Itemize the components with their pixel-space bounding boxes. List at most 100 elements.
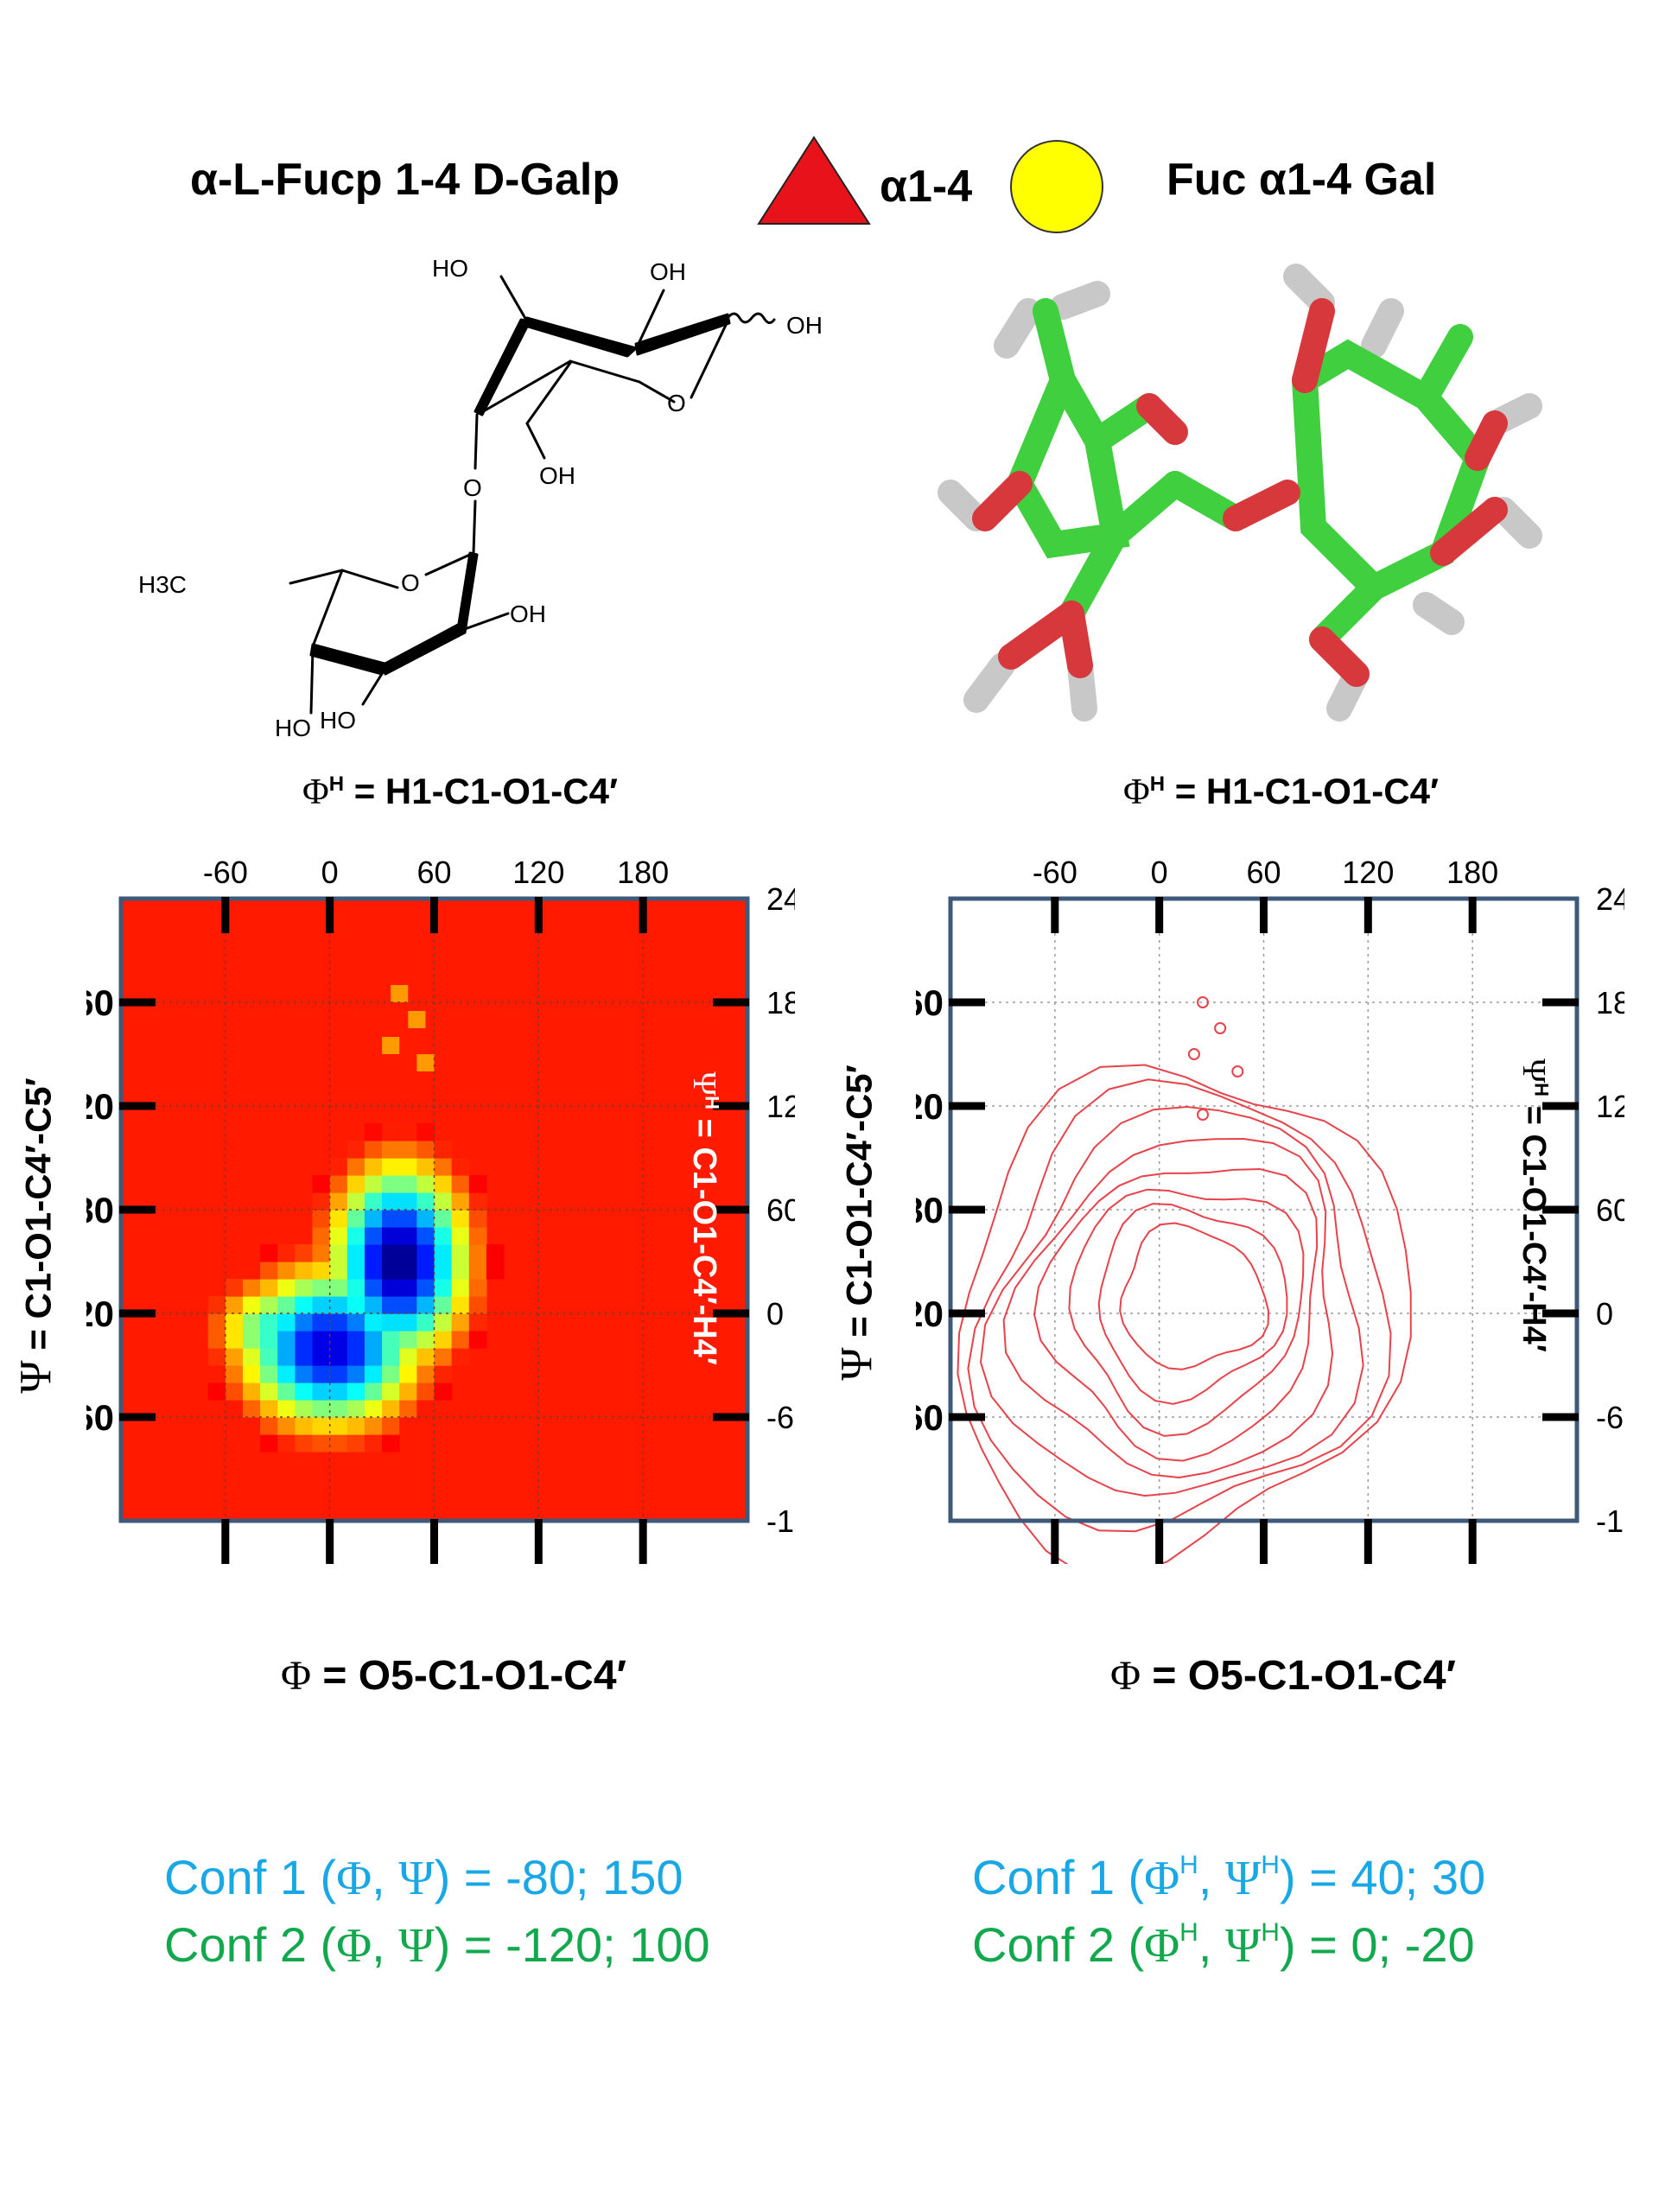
heatmap-cell bbox=[260, 1434, 278, 1452]
heatmap-cell bbox=[260, 1400, 278, 1418]
heatmap-cell bbox=[451, 1348, 470, 1366]
heatmap-cell bbox=[416, 1158, 435, 1176]
heatmap-cell bbox=[329, 1210, 348, 1228]
heatmap-cell bbox=[277, 1348, 296, 1366]
heatmap-cell bbox=[399, 1382, 417, 1401]
heatmap-cell bbox=[242, 1331, 261, 1349]
gal-ring-bold-bond-2 bbox=[634, 313, 731, 356]
contour-line bbox=[1119, 1222, 1270, 1370]
heatmap-cell bbox=[346, 1348, 365, 1366]
heatmap-cell bbox=[416, 1296, 435, 1314]
heatmap-cell bbox=[312, 1382, 331, 1401]
heatmap-cell bbox=[486, 1244, 505, 1262]
heatmap-cell bbox=[416, 1382, 435, 1401]
heatmap-cell bbox=[399, 1313, 417, 1332]
gal-ring-bond-6 bbox=[569, 359, 641, 384]
heatmap-cell bbox=[434, 1192, 453, 1211]
heatmap-cell bbox=[242, 1279, 261, 1297]
heatmap-cell bbox=[277, 1434, 296, 1452]
right-right-tick-label: -120 bbox=[1596, 1503, 1624, 1539]
heatmap-cell bbox=[329, 1331, 348, 1349]
heatmap-cell bbox=[416, 1262, 435, 1280]
heatmap-cell bbox=[399, 1365, 417, 1383]
heatmap-cell bbox=[329, 1417, 348, 1435]
left-y-axis-title: Ψ = C1-O1-C4′-C5′ bbox=[11, 1077, 61, 1394]
heatmap-cell bbox=[382, 1296, 400, 1314]
heatmap-cell bbox=[295, 1296, 314, 1314]
contour-line bbox=[979, 1105, 1364, 1497]
heatmap-cell bbox=[364, 1123, 383, 1141]
fuc-ring-bond-4 bbox=[311, 569, 344, 648]
heatmap-cell bbox=[364, 1331, 383, 1349]
left-top-tick-label: 0 bbox=[321, 855, 339, 890]
heatmap-cell bbox=[207, 1382, 226, 1401]
heatmap-cell bbox=[329, 1434, 348, 1452]
left-top-tick-label: 180 bbox=[617, 855, 669, 890]
conf1-right: Conf 1 (ΦH, ΨH) = 40; 30 bbox=[972, 1850, 1486, 1905]
left-y-right-axis-title: ΨH = C1-O1-C4′-H4′ bbox=[686, 1071, 723, 1365]
contour-line bbox=[1097, 1203, 1288, 1405]
heatmap-cell bbox=[468, 1210, 487, 1228]
heatmap-cell bbox=[295, 1434, 314, 1452]
left-right-tick-label: 180 bbox=[766, 985, 795, 1020]
heatmap-cell bbox=[242, 1296, 261, 1314]
heatmap-cell bbox=[399, 1400, 417, 1418]
heatmap-cell bbox=[242, 1382, 261, 1401]
heatmap-cell bbox=[260, 1279, 278, 1297]
heatmap-cell bbox=[382, 1210, 400, 1228]
fuc-c2-oh-bond bbox=[463, 612, 510, 631]
heatmap-cell bbox=[399, 1296, 417, 1314]
fuc-ring-bold-bond-6 bbox=[380, 622, 467, 676]
gal-ring-sticks bbox=[1292, 339, 1493, 604]
heatmap-cell bbox=[434, 1348, 453, 1366]
label-oh-fuc-right: OH bbox=[510, 601, 546, 627]
heatmap-cell bbox=[399, 1123, 417, 1141]
heatmap-cell bbox=[391, 985, 409, 1002]
heatmap-cell bbox=[382, 1434, 400, 1452]
fuc-c4-oh-bond bbox=[309, 646, 315, 715]
heatmap-cell bbox=[451, 1279, 470, 1297]
heatmap-cell bbox=[312, 1227, 331, 1245]
heatmap-cell bbox=[364, 1296, 383, 1314]
conf2-right: Conf 2 (ΦH, ΨH) = 0; -20 bbox=[972, 1917, 1475, 1973]
heatmap-cell bbox=[399, 1244, 417, 1262]
heatmap-cell bbox=[207, 1331, 226, 1349]
heatmap-cell bbox=[346, 1192, 365, 1211]
heatmap-cell bbox=[382, 1262, 400, 1280]
heatmap-cell bbox=[346, 1434, 365, 1452]
heatmap-cell bbox=[260, 1313, 278, 1332]
heatmap-cell bbox=[451, 1262, 470, 1280]
gal-c5-c6-bond bbox=[525, 361, 572, 425]
heatmap-cell bbox=[312, 1192, 331, 1211]
heatmap-cell bbox=[295, 1417, 314, 1435]
right-y-right-axis-title: ΨH = C1-O1-C4′-H4′ bbox=[1516, 1058, 1553, 1352]
fuc-ring-bold-bond-7 bbox=[456, 551, 479, 634]
heatmap-cell bbox=[242, 1313, 261, 1332]
right-left-tick-label: 60 bbox=[916, 1397, 944, 1438]
heatmap-cell bbox=[364, 1158, 383, 1176]
heatmap-cell bbox=[416, 1175, 435, 1193]
heatmap-cell bbox=[399, 1279, 417, 1297]
fucose-triangle bbox=[757, 136, 871, 225]
heatmap-cell bbox=[434, 1175, 453, 1193]
heatmap-cell bbox=[277, 1262, 296, 1280]
right-left-tick-label: -120 bbox=[916, 1086, 944, 1127]
gal-c4-oh-bond bbox=[499, 275, 529, 323]
right-right-tick-label: 60 bbox=[1596, 1192, 1624, 1228]
heatmap-cell bbox=[451, 1296, 470, 1314]
heatmap-cell bbox=[399, 1175, 417, 1193]
stick-model-3d bbox=[938, 264, 1542, 721]
gal-c2-oh-bond bbox=[636, 289, 665, 347]
heatmap-cell bbox=[312, 1400, 331, 1418]
left-bottom-axis-title: Φ = O5-C1-O1-C4′ bbox=[281, 1653, 627, 1699]
label-ho-fuc-mid: HO bbox=[320, 707, 356, 734]
heatmap-cell bbox=[260, 1296, 278, 1314]
conf1-left: Conf 1 (Φ, Ψ) = -80; 150 bbox=[164, 1850, 683, 1905]
left-right-tick-label: 240 bbox=[766, 881, 795, 917]
heatmap-cell bbox=[364, 1192, 383, 1211]
heatmap-cell bbox=[329, 1244, 348, 1262]
heatmap-cell bbox=[225, 1331, 244, 1349]
heatmap-cell bbox=[382, 1227, 400, 1245]
label-oh-top: OH bbox=[650, 258, 686, 285]
left-right-tick-label: 0 bbox=[766, 1296, 784, 1332]
